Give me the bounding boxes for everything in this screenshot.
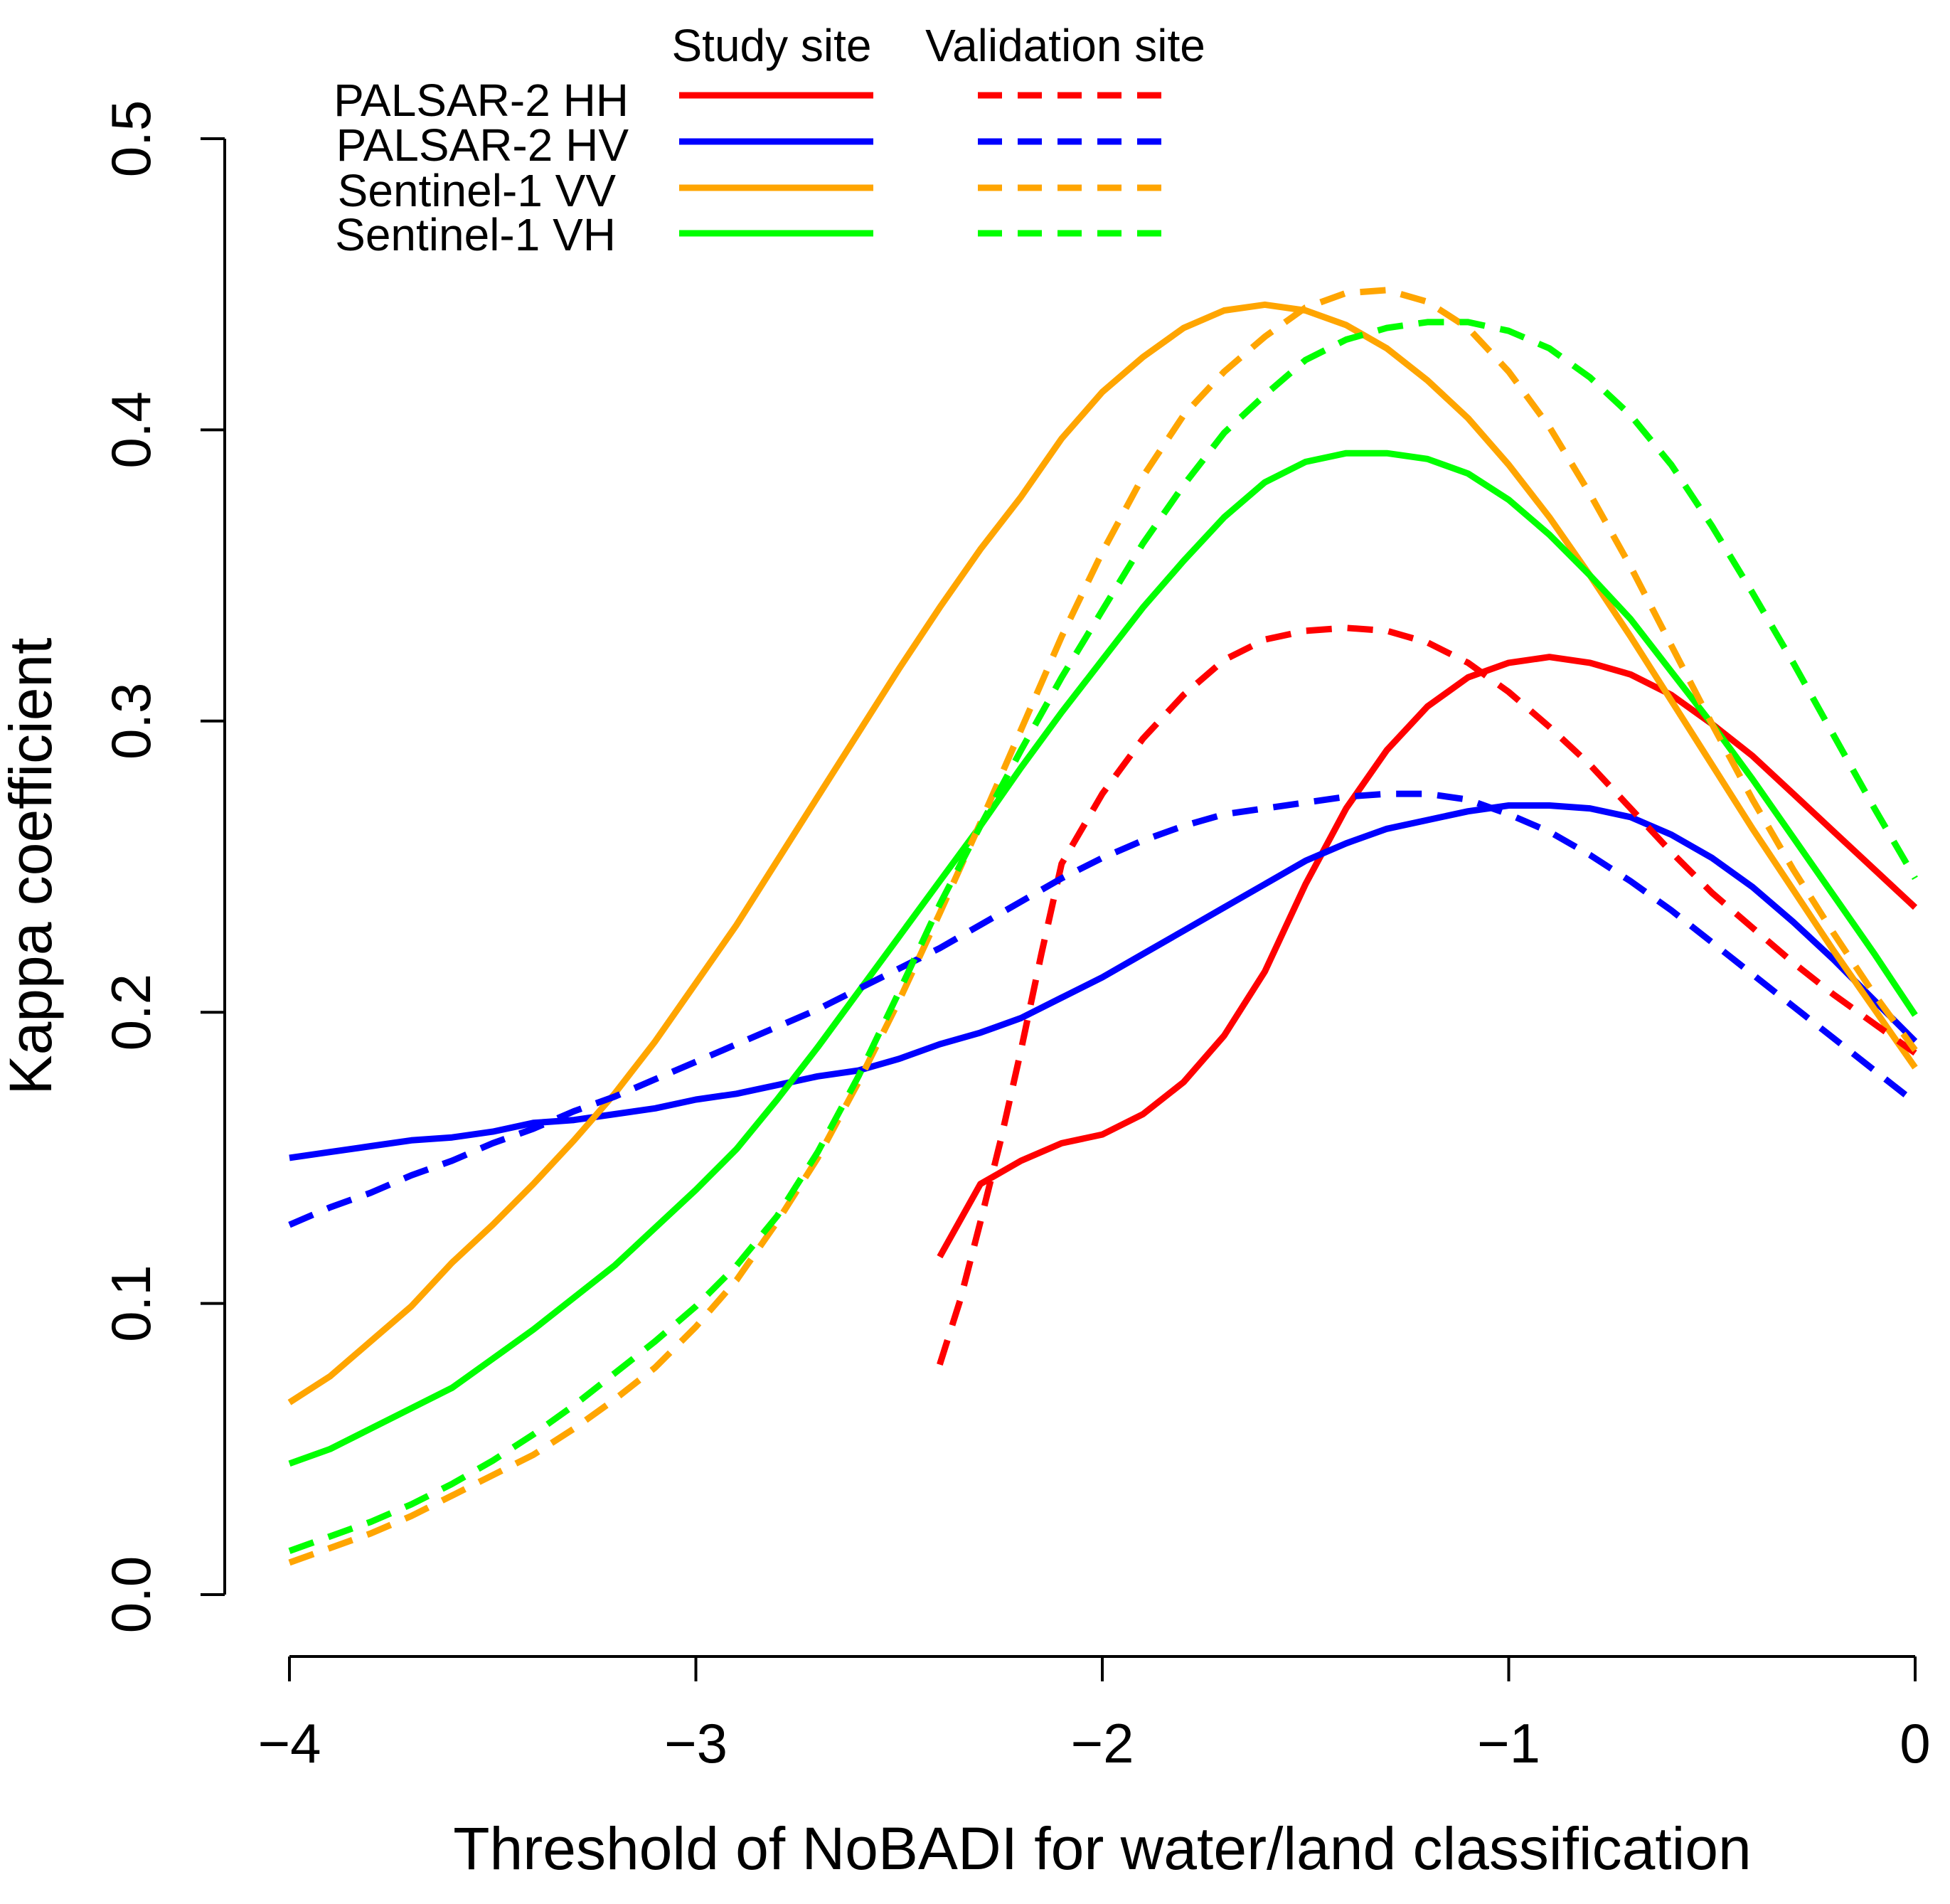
y-tick-label: 0.1 <box>100 1265 162 1341</box>
series-group <box>287 287 1918 1566</box>
legend-header-validation-site: Validation site <box>925 20 1205 71</box>
legend-label-sentinel1-vh: Sentinel-1 VH <box>335 209 616 260</box>
x-tick-label: 0 <box>1900 1712 1930 1775</box>
legend-header-study-site: Study site <box>671 20 871 71</box>
legend: Study site Validation site PALSAR-2 HH P… <box>334 20 1205 260</box>
y-tick-label: 0.4 <box>100 391 162 468</box>
series-line-palsar-2-hh-validation-site <box>937 624 1917 1366</box>
x-axis: −4 −3 −2 −1 0 <box>258 1655 1931 1775</box>
x-tick-label: −3 <box>664 1712 728 1775</box>
y-axis-label: Kappa coefficient <box>0 638 64 1095</box>
series-line-sentinel-1-vv-validation-site <box>288 287 1918 1566</box>
x-tick-label: −1 <box>1477 1712 1540 1775</box>
series-line-sentinel-1-vh-validation-site <box>288 319 1918 1554</box>
x-tick-label: −2 <box>1071 1712 1134 1775</box>
y-tick-label: 0.5 <box>100 100 162 177</box>
legend-label-palsar2-hh: PALSAR-2 HH <box>334 75 629 126</box>
series-line-palsar-2-hv-study-site <box>289 802 1918 1161</box>
x-tick-label: −4 <box>258 1712 321 1775</box>
y-axis: 0.0 0.1 0.2 0.3 0.4 0.5 <box>100 100 226 1633</box>
y-tick-label: 0.0 <box>100 1556 162 1633</box>
series-line-sentinel-1-vh-study-site <box>288 450 1918 1467</box>
legend-swatches <box>679 92 1173 237</box>
series-line-sentinel-1-vv-study-site <box>287 301 1918 1405</box>
x-axis-label: Threshold of NoBADI for water/land class… <box>453 1815 1751 1882</box>
y-tick-label: 0.3 <box>100 683 162 760</box>
series-line-palsar-2-hv-validation-site <box>288 790 1917 1228</box>
legend-label-sentinel1-vv: Sentinel-1 VV <box>338 165 617 216</box>
legend-label-palsar2-hv: PALSAR-2 HV <box>336 119 629 171</box>
series-line-palsar-2-hh-study-site <box>937 654 1918 1259</box>
y-tick-label: 0.2 <box>100 974 162 1051</box>
